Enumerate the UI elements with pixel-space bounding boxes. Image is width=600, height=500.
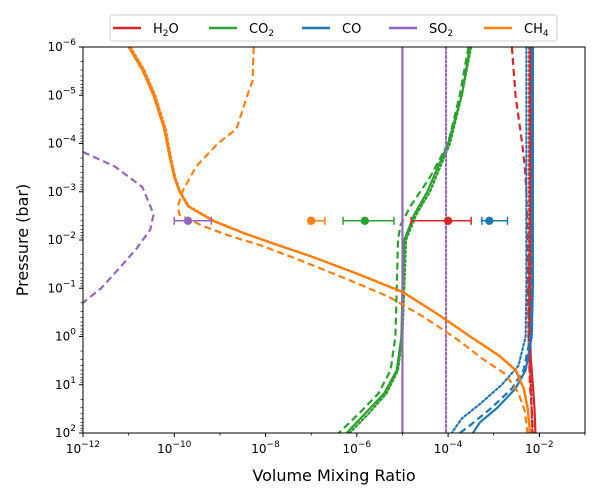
legend-entry-co2: CO2 bbox=[209, 22, 274, 39]
series-co2-dotted bbox=[348, 47, 473, 433]
series-co-solid bbox=[472, 47, 534, 433]
legend-label: CH4 bbox=[524, 22, 549, 39]
y-tick-label: 10−1 bbox=[47, 279, 76, 295]
measurement-so2 bbox=[173, 216, 213, 225]
series-co2-dashed bbox=[337, 47, 470, 433]
legend-label: H2O bbox=[153, 22, 179, 39]
y-axis: 10−6 10−5 10−4 10−3 10−2 10−1 100 101 102 bbox=[47, 38, 83, 440]
y-tick-label: 10−6 bbox=[47, 38, 76, 54]
y-tick-label: 10−3 bbox=[47, 183, 76, 199]
data-point bbox=[183, 216, 193, 225]
data-point bbox=[485, 216, 494, 225]
legend-label: CO2 bbox=[249, 22, 274, 39]
legend-label: CO bbox=[342, 22, 361, 37]
legend: H2O CO2 CO SO2 CH4 bbox=[109, 14, 558, 42]
measurement-ch4 bbox=[306, 216, 326, 225]
measurement-co2 bbox=[342, 216, 395, 225]
series-so2-dashed bbox=[83, 150, 155, 304]
x-tick-label: 10−10 bbox=[157, 440, 192, 456]
data-point bbox=[306, 216, 316, 225]
legend-box bbox=[109, 14, 558, 42]
series-ch4-solid bbox=[127, 47, 531, 433]
measurement-co bbox=[481, 216, 509, 225]
y-tick-label: 10−2 bbox=[47, 231, 76, 247]
x-axis: 10−12 10−10 10−8 10−6 10−4 10−2 bbox=[66, 433, 586, 456]
x-tick-label: 10−6 bbox=[343, 440, 372, 456]
series-ch4-dotted bbox=[129, 47, 532, 433]
y-axis-label: Pressure (bar) bbox=[13, 184, 32, 296]
x-tick-label: 10−2 bbox=[525, 440, 554, 456]
series-ch4-dashed bbox=[176, 47, 529, 433]
x-axis-label: Volume Mixing Ratio bbox=[252, 466, 415, 485]
legend-label: SO2 bbox=[429, 22, 453, 39]
y-tick-label: 100 bbox=[55, 328, 76, 344]
measurement-layer bbox=[173, 216, 509, 225]
measurement-h2o bbox=[410, 216, 472, 225]
y-tick-label: 101 bbox=[55, 376, 76, 392]
legend-entry-ch4: CH4 bbox=[484, 22, 549, 39]
data-point bbox=[360, 216, 370, 225]
series-layer bbox=[83, 47, 537, 433]
legend-entry-so2: SO2 bbox=[389, 22, 453, 39]
y-tick-label: 102 bbox=[55, 424, 76, 440]
series-co2-solid bbox=[345, 47, 471, 433]
x-tick-label: 10−8 bbox=[251, 440, 280, 456]
legend-entry-h2o: H2O bbox=[113, 22, 179, 39]
x-tick-label: 10−4 bbox=[434, 440, 463, 456]
series-co-dotted bbox=[450, 47, 528, 433]
data-point bbox=[443, 216, 453, 225]
legend-entry-co: CO bbox=[302, 22, 361, 37]
y-tick-label: 10−4 bbox=[47, 135, 76, 151]
y-tick-label: 10−5 bbox=[47, 86, 76, 102]
series-co-dashed bbox=[459, 47, 533, 433]
x-tick-label: 10−12 bbox=[66, 440, 100, 456]
